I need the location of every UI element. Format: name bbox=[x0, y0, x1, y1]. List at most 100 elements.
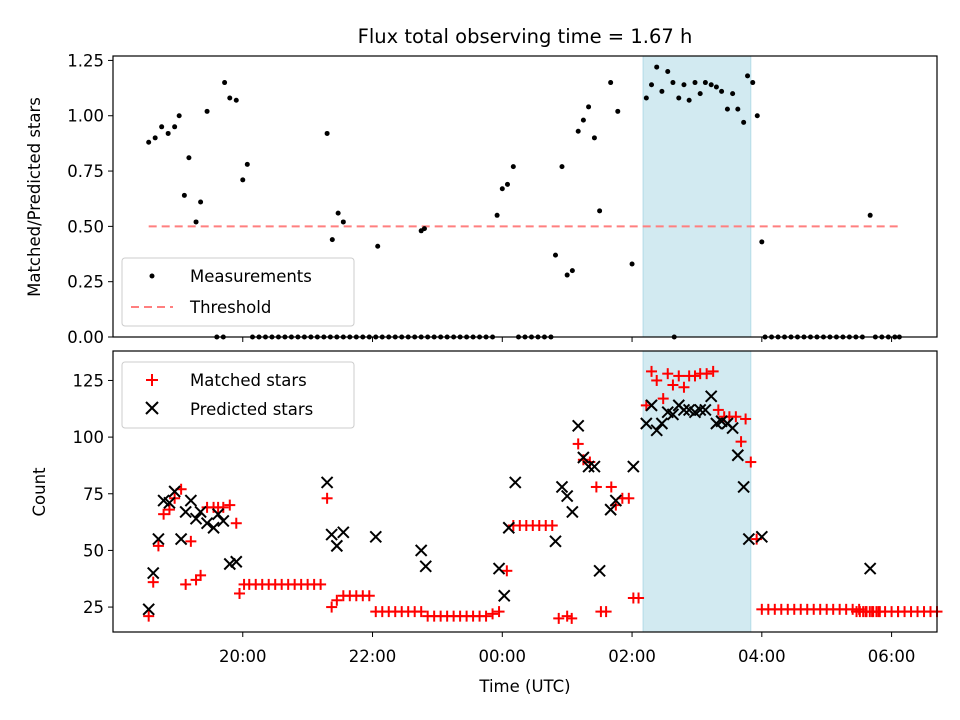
predicted-star-point bbox=[582, 460, 595, 473]
legend-threshold-label: Threshold bbox=[189, 298, 271, 317]
matched-star-point bbox=[566, 612, 578, 624]
matched-star-point bbox=[315, 578, 327, 590]
count-y-tick-label: 50 bbox=[83, 541, 104, 560]
measurement-point bbox=[597, 208, 603, 214]
measurement-point bbox=[569, 268, 575, 274]
matched-star-point bbox=[640, 399, 652, 411]
ratio-y-tick-label: 1.25 bbox=[67, 51, 104, 70]
matched-star-point bbox=[553, 612, 565, 624]
measurement-point bbox=[181, 192, 187, 198]
measurement-point bbox=[719, 88, 725, 94]
ratio-axes-frame bbox=[112, 55, 938, 338]
measurement-point bbox=[730, 91, 736, 97]
legend-predicted-label: Predicted stars bbox=[190, 400, 313, 419]
measurement-point bbox=[552, 252, 558, 258]
measurement-point bbox=[670, 80, 676, 86]
ratio-y-tick-label: 0.00 bbox=[67, 328, 104, 347]
matched-star-point bbox=[874, 606, 886, 618]
predicted-star-point bbox=[320, 476, 334, 489]
predicted-star-point bbox=[560, 489, 574, 503]
ratio-y-tick-label: 0.25 bbox=[67, 273, 104, 292]
predicted-star-point bbox=[498, 589, 511, 602]
matched-star-point bbox=[590, 481, 602, 493]
predicted-star-point bbox=[207, 521, 220, 534]
legend-matched-label: Matched stars bbox=[190, 371, 307, 390]
matched-star-point bbox=[487, 608, 499, 620]
matched-star-point bbox=[605, 481, 617, 493]
predicted-star-point bbox=[230, 555, 243, 568]
predicted-star-point bbox=[650, 424, 663, 437]
measurement-point bbox=[375, 243, 381, 249]
measurement-point bbox=[564, 272, 570, 278]
predicted-star-point bbox=[593, 564, 606, 578]
legend-matched-marker bbox=[146, 374, 158, 386]
measurement-point bbox=[159, 124, 165, 130]
predicted-star-point bbox=[566, 505, 579, 519]
predicted-star-point bbox=[742, 532, 756, 546]
predicted-star-point bbox=[174, 532, 188, 546]
matched-star-point bbox=[326, 601, 338, 613]
measurement-point bbox=[146, 139, 152, 145]
predicted-star-point bbox=[666, 408, 680, 421]
predicted-star-point bbox=[705, 390, 718, 403]
matched-star-point bbox=[651, 374, 663, 386]
matched-star-point bbox=[707, 365, 719, 377]
measurement-point bbox=[222, 80, 228, 86]
measurement-point bbox=[759, 239, 765, 245]
predicted-star-point bbox=[325, 528, 338, 541]
ratio-y-ticks: 0.00 0.25 0.50 0.75 1.00 1.25 bbox=[67, 51, 113, 347]
ratio-panel: 0.00 0.25 0.50 0.75 1.00 1.25 Matched/Predict… bbox=[25, 51, 938, 347]
count-x-tick-label: 04:00 bbox=[738, 647, 786, 666]
measurement-point bbox=[659, 88, 665, 94]
count-y-tick-label: 25 bbox=[83, 598, 104, 617]
matched-star-point bbox=[230, 517, 242, 529]
predicted-star-point bbox=[142, 603, 155, 616]
predicted-stars-points bbox=[142, 390, 877, 616]
predicted-star-point bbox=[330, 539, 344, 553]
measurement-point bbox=[172, 124, 178, 130]
matched-star-point bbox=[143, 610, 155, 622]
measurement-point bbox=[586, 104, 592, 110]
count-x-tick-label: 20:00 bbox=[219, 647, 267, 666]
measurement-point bbox=[176, 113, 182, 119]
predicted-star-point bbox=[502, 521, 515, 534]
measurement-point bbox=[629, 261, 635, 267]
predicted-star-point bbox=[492, 562, 506, 575]
measurement-point bbox=[713, 84, 719, 90]
matched-star-point bbox=[501, 565, 513, 577]
matched-star-point bbox=[195, 569, 207, 581]
ratio-x-ticks bbox=[242, 337, 893, 342]
matched-star-point bbox=[600, 606, 612, 618]
measurement-point bbox=[665, 68, 671, 74]
matched-star-point bbox=[224, 499, 236, 511]
matched-stars-points bbox=[143, 365, 943, 624]
measurement-point bbox=[724, 106, 730, 112]
x-axis-label: Time (UTC) bbox=[478, 677, 570, 696]
legend-predicted-marker bbox=[145, 401, 159, 415]
measurement-point bbox=[676, 95, 682, 101]
predicted-star-point bbox=[655, 417, 669, 430]
predicted-star-point bbox=[726, 421, 739, 435]
count-y-tick-label: 75 bbox=[83, 485, 104, 504]
predicted-star-point bbox=[640, 417, 653, 430]
matched-star-point bbox=[730, 411, 742, 423]
predicted-star-point bbox=[588, 460, 601, 473]
measurement-point bbox=[340, 219, 346, 225]
matched-star-point bbox=[158, 508, 170, 520]
measurement-point bbox=[198, 199, 204, 205]
measurement-point bbox=[240, 177, 246, 183]
count-x-tick-label: 00:00 bbox=[479, 647, 527, 666]
count-x-ticks: 20:00 22:00 00:00 02:00 04:00 06:00 bbox=[219, 632, 915, 666]
predicted-star-point bbox=[184, 494, 198, 507]
predicted-star-point bbox=[179, 505, 192, 519]
predicted-star-point bbox=[223, 557, 236, 571]
matched-star-point bbox=[673, 370, 685, 382]
count-legend: Matched stars Predicted stars bbox=[121, 361, 355, 429]
measurement-point bbox=[745, 73, 751, 79]
predicted-star-point bbox=[571, 419, 585, 432]
matched-star-point bbox=[646, 365, 658, 377]
count-x-tick-label: 02:00 bbox=[608, 647, 656, 666]
measurement-point bbox=[244, 161, 250, 167]
measurement-point bbox=[686, 97, 692, 103]
